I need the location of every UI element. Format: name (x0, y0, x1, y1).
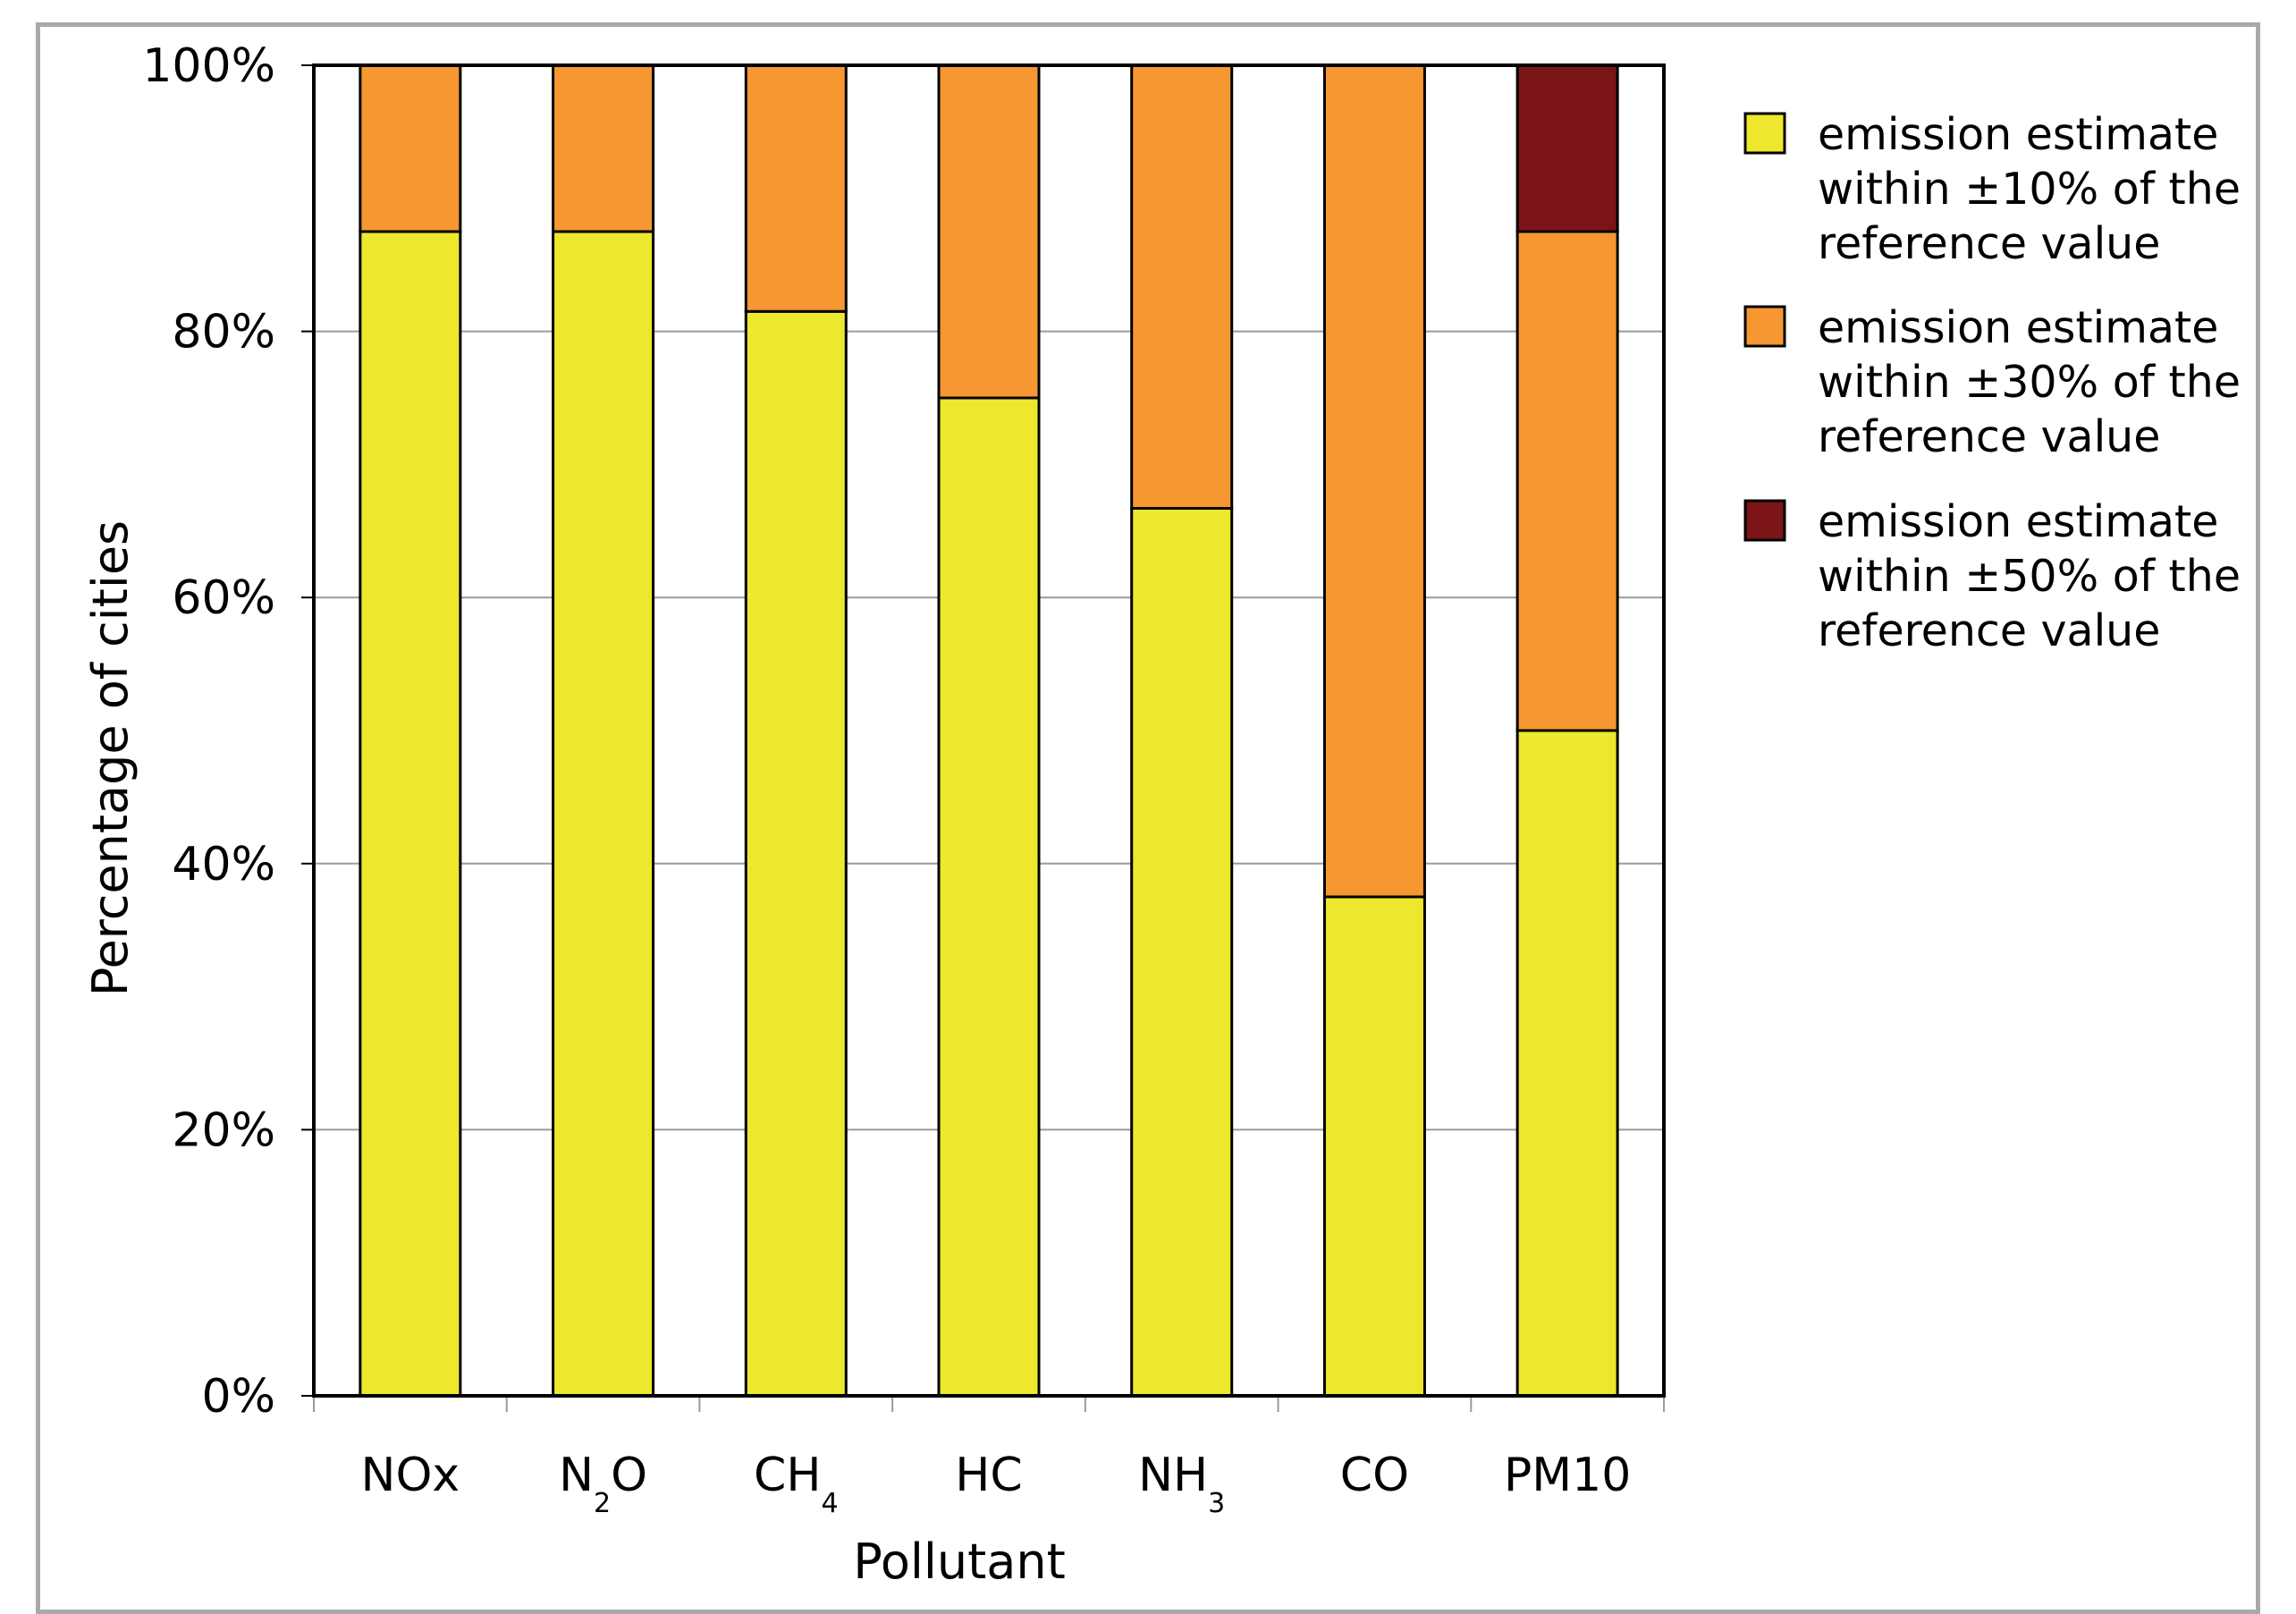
x-tick-label: CO (1340, 1449, 1409, 1502)
bar-segment-within30 (937, 63, 1041, 400)
bar-segment-within30 (744, 63, 848, 313)
x-tick-label: HC (955, 1449, 1022, 1502)
bar-segment-within10 (744, 309, 848, 1398)
y-tick-label: 80% (172, 306, 275, 359)
legend-label-within30: emission estimate within ±30% of the refer… (1818, 302, 2241, 462)
y-axis-title: Percentage of cities (82, 520, 139, 996)
bar-segment-within10 (359, 230, 462, 1398)
legend-label-within50: emission estimate within ±50% of the refer… (1818, 496, 2241, 656)
y-tick-label: 0% (202, 1370, 276, 1424)
plot-area-border (312, 63, 1666, 1398)
bar-segment-within30 (552, 63, 655, 233)
legend-swatch-within50 (1743, 499, 1786, 542)
y-tick-label: 20% (172, 1103, 275, 1157)
axes (301, 63, 1666, 1412)
bar-segment-within10 (937, 396, 1041, 1398)
bar-segment-within10 (1322, 895, 1426, 1398)
x-tick-label: PM10 (1504, 1449, 1631, 1502)
x-tick-label: NH3 (1138, 1449, 1225, 1519)
x-tick-label: NOx (361, 1449, 460, 1502)
x-tick-label: CH4 (754, 1449, 839, 1519)
bar-segment-within30 (1130, 63, 1234, 511)
legend-label-within10: emission estimate within ±10% of the refer… (1818, 109, 2241, 269)
y-tick-label: 100% (142, 39, 275, 93)
bars (359, 63, 1619, 1398)
bar-segment-within30 (1515, 230, 1619, 732)
bar-segment-within10 (1515, 729, 1619, 1398)
bar-segment-within30 (1322, 63, 1426, 899)
y-tick-label: 40% (172, 838, 275, 892)
x-tick-labels: NOx N2O CH4 HC NH3 CO PM10 (361, 1449, 1632, 1519)
x-axis-title: Pollutant (853, 1534, 1066, 1585)
y-tick-labels: 0% 20% 40% 60% 80% 100% (142, 39, 275, 1424)
y-tick-label: 60% (172, 571, 275, 625)
bar-segment-within10 (552, 230, 655, 1398)
x-tick-label: N2O (559, 1449, 647, 1519)
legend: emission estimate within ±10% of the refer… (1743, 109, 2241, 656)
legend-swatch-within30 (1743, 305, 1786, 348)
bar-segment-within30 (359, 63, 462, 233)
bar-segment-within50 (1515, 63, 1619, 233)
bar-segment-within10 (1130, 507, 1234, 1398)
legend-swatch-within10 (1743, 112, 1786, 155)
